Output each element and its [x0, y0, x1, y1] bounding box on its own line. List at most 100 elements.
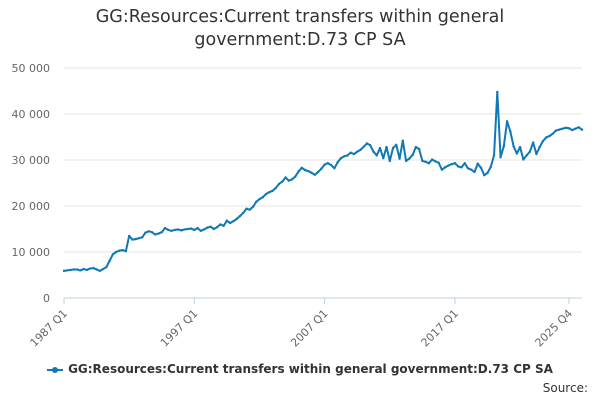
data-point [411, 153, 414, 157]
data-point [463, 162, 466, 165]
data-point [199, 229, 203, 233]
x-tick-label: 1997 Q1 [158, 307, 201, 350]
data-point [271, 189, 274, 193]
data-point [369, 144, 372, 147]
data-point [567, 127, 571, 130]
data-point [385, 145, 388, 149]
data-point [352, 152, 356, 156]
data-point [443, 166, 447, 169]
data-point [427, 162, 431, 165]
data-point [88, 267, 92, 270]
data-point [457, 165, 460, 168]
data-point [395, 143, 398, 147]
data-point [248, 208, 251, 211]
data-point [528, 150, 532, 153]
data-point [264, 192, 268, 196]
data-point [382, 156, 385, 160]
data-point [515, 152, 519, 155]
data-point [75, 268, 79, 271]
data-point [518, 145, 522, 149]
data-point [450, 162, 453, 166]
data-point [417, 147, 421, 151]
data-point [561, 127, 564, 130]
x-tick-label: 2025 Q4 [533, 307, 576, 350]
data-point [391, 146, 395, 150]
data-point [313, 173, 317, 176]
data-point [209, 225, 212, 228]
data-point [137, 237, 141, 240]
data-point [189, 227, 193, 230]
data-point [157, 232, 160, 235]
data-point [290, 178, 294, 181]
data-point [307, 169, 310, 173]
data-point [82, 267, 85, 271]
data-point [557, 128, 561, 131]
data-point [544, 136, 548, 139]
data-point [466, 167, 470, 170]
data-point [483, 173, 486, 177]
data-point [228, 221, 232, 225]
data-point [173, 228, 176, 232]
data-point [492, 154, 496, 157]
data-point [460, 166, 463, 169]
data-point [144, 231, 147, 234]
data-point [219, 223, 222, 226]
data-point [531, 141, 535, 144]
data-point [105, 265, 108, 269]
data-point [277, 182, 281, 186]
data-point [241, 211, 245, 215]
data-point [92, 266, 95, 270]
data-point [342, 155, 346, 158]
data-point [108, 259, 111, 262]
data-point [571, 128, 574, 132]
y-tick-label: 30 000 [12, 154, 51, 167]
data-point [502, 145, 506, 148]
chart-title-line-1: GG:Resources:Current transfers within ge… [95, 7, 505, 27]
data-point [548, 134, 551, 138]
data-point [489, 165, 492, 169]
chart-title: GG:Resources:Current transfers within ge… [40, 6, 560, 52]
data-point [310, 171, 313, 175]
data-point [496, 90, 499, 94]
data-point [473, 170, 476, 174]
data-point [202, 228, 206, 231]
data-point [114, 250, 118, 254]
data-point [124, 249, 128, 253]
data-point [551, 132, 554, 135]
data-point [258, 197, 261, 201]
data-point [372, 150, 375, 153]
data-point [193, 228, 196, 232]
data-point [281, 180, 284, 183]
data-point [580, 128, 584, 131]
x-tick-label: 2007 Q1 [288, 307, 331, 350]
data-point [453, 162, 457, 165]
data-point [225, 219, 229, 222]
data-point [118, 249, 121, 252]
data-point [176, 228, 180, 231]
data-point [69, 268, 72, 272]
data-point [297, 170, 300, 173]
data-point [196, 226, 199, 230]
data-point [430, 158, 434, 161]
data-point [476, 162, 479, 165]
data-point [215, 225, 219, 229]
data-point [509, 130, 512, 133]
legend[interactable]: GG:Resources:Current transfers within ge… [0, 362, 600, 376]
data-point [238, 214, 242, 218]
data-point [150, 231, 154, 234]
data-point [408, 157, 411, 160]
data-point [303, 168, 307, 172]
data-point [261, 196, 264, 199]
data-point [470, 168, 473, 171]
source-label: Source: [542, 381, 588, 395]
data-point [564, 126, 567, 129]
data-point [268, 191, 271, 194]
data-point [294, 175, 297, 178]
data-point [512, 145, 515, 148]
data-point [66, 269, 69, 272]
x-tick-label: 2017 Q1 [419, 307, 462, 350]
legend-series-label[interactable]: GG:Resources:Current transfers within ge… [68, 362, 553, 376]
x-tick-label: 1987 Q1 [28, 307, 71, 350]
data-point [232, 219, 235, 223]
data-point [274, 186, 277, 190]
